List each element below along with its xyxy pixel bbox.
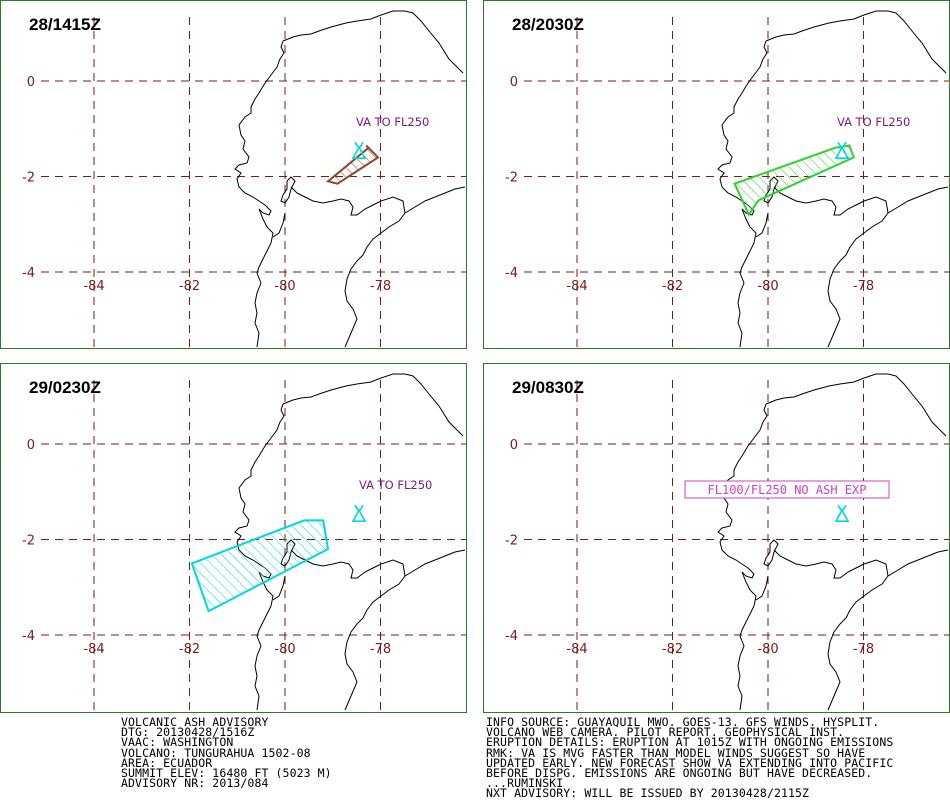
panel-time-label: 28/1415Z [29,15,101,34]
lat-tick-label: -2 [505,171,518,186]
advisory-line: VOLCANIC ASH ADVISORY [121,715,269,729]
lon-tick-label: -84 [83,279,104,294]
lon-tick-label: -78 [370,279,391,294]
lon-tick-label: -84 [566,279,587,294]
lat-tick-label: -2 [22,534,35,549]
map-svg: 0 -2 -4 -84 -82 -80 -78 VA TO FL250 [22,373,466,711]
volcano-icon [834,141,850,159]
grid-lines [524,380,949,711]
lon-tick-label: -78 [853,642,874,657]
lon-tick-label: -82 [179,279,200,294]
lat-tick-label: -2 [22,171,35,186]
lon-tick-label: -80 [757,642,778,657]
no-ash-label: FL100/FL250 NO ASH EXP [708,483,867,497]
advisory-line: VOLCANO WEB CAMERA. PILOT REPORT. GEOPHY… [486,725,845,740]
lat-tick-label: 0 [27,75,35,90]
grid-lines [41,17,466,348]
map-panel-4: 0 -2 -4 -84 -82 -80 -78 FL100/FL250 NO ASH EXP 2… [483,363,950,713]
advisory-line: AREA: ECUADOR [121,755,213,770]
lat-tick-label: 0 [27,438,35,453]
lat-tick-label: -4 [22,266,35,281]
ash-cloud-polygon [733,144,856,217]
advisory-line: VAAC: WASHINGTON [121,735,234,750]
advisory-line: ERUPTION DETAILS: ERUPTION AT 1015Z WITH… [486,735,894,750]
map-svg: 0 -2 -4 -84 -82 -80 -78 VA TO FL250 [505,10,949,348]
lon-tick-label: -80 [274,279,295,294]
lat-tick-label: 0 [510,438,518,453]
lon-tick-label: -78 [853,279,874,294]
volcano-icon [834,504,850,522]
panel-time-label: 29/0230Z [29,378,101,397]
advisory-line: VOLCANO: TUNGURAHUA 1502-08 [121,745,311,760]
advisory-line: DTG: 20130428/1516Z [121,725,255,740]
lat-tick-label: -4 [505,266,518,281]
advisory-line: UPDATED EARLY. NEW FORECAST SHOW VA EXTE… [486,755,894,770]
lon-tick-label: -82 [179,642,200,657]
advisory-header-text: VOLCANIC ASH ADVISORY DTG: 20130428/1516Z… [121,715,332,791]
lon-tick-label: -80 [274,642,295,657]
advisory-line: INFO SOURCE: GUAYAQUIL MWO. GOES-13. GFS… [486,715,880,729]
advisory-line: NXT ADVISORY: WILL BE ISSUED BY 20130428… [486,786,810,801]
panel-time-label: 29/0830Z [512,378,584,397]
map-svg: 0 -2 -4 -84 -82 -80 -78 FL100/FL250 NO ASH EXP [505,373,949,711]
lon-tick-label: -84 [566,642,587,657]
coastline [234,10,466,348]
va-level-label: VA TO FL250 [837,115,910,129]
map-panel-1: 0 -2 -4 -84 -82 -80 -78 VA TO FL250 28/1415Z [0,0,467,349]
map-svg: 0 -2 -4 -84 -82 -80 -78 VA TO FL250 [22,10,466,348]
no-ash-box [684,480,890,499]
va-level-label: VA TO FL250 [356,115,429,129]
volcano-icon [351,504,367,522]
lat-tick-label: -4 [505,629,518,644]
grid-lines [524,17,949,348]
advisory-line: ADVISORY NR: 2013/084 [121,776,269,791]
va-level-label: VA TO FL250 [359,478,432,492]
map-panel-2: 0 -2 -4 -84 -82 -80 -78 VA TO FL250 28/2030Z [483,0,950,349]
lon-tick-label: -82 [662,642,683,657]
advisory-line: BEFORE DISPG. EMISSIONS ARE ONGOING BUT … [486,765,873,780]
advisory-line: RMK: VA IS MVG FASTER THAN MODEL WINDS S… [486,745,866,760]
lon-tick-label: -78 [370,642,391,657]
coastline [717,373,949,711]
ash-cloud-polygon [190,519,330,613]
lat-tick-label: 0 [510,75,518,90]
lon-tick-label: -84 [83,642,104,657]
volcano-icon [351,141,367,159]
map-panel-3: 0 -2 -4 -84 -82 -80 -78 VA TO FL250 29/0230Z [0,363,467,713]
panel-time-label: 28/2030Z [512,15,584,34]
advisory-line: SUMMIT ELEV: 16480 FT (5023 M) [121,765,332,780]
lon-tick-label: -80 [757,279,778,294]
advisory-details-text: INFO SOURCE: GUAYAQUIL MWO. GOES-13. GFS… [486,715,894,801]
advisory-line: ...RUMINSKI [486,776,564,791]
ash-cloud-polygon [325,144,380,185]
lat-tick-label: -4 [22,629,35,644]
lon-tick-label: -82 [662,279,683,294]
lat-tick-label: -2 [505,534,518,549]
